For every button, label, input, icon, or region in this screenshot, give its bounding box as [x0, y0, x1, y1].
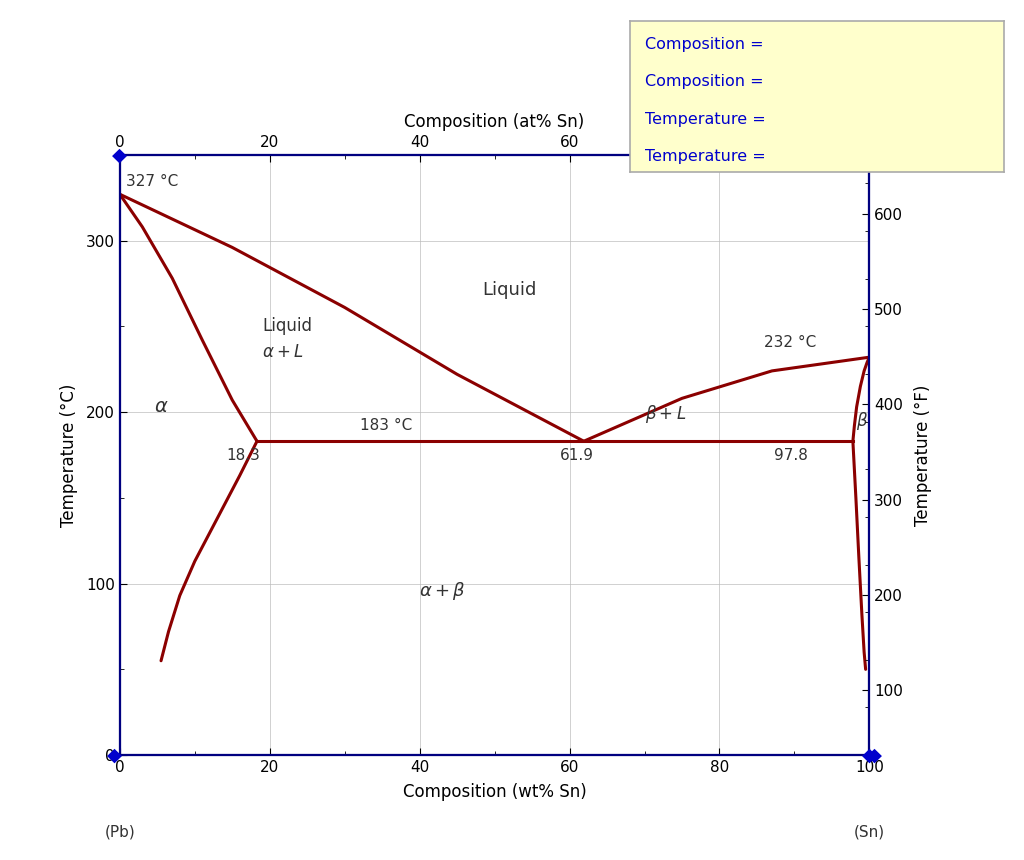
- Y-axis label: Temperature (°F): Temperature (°F): [914, 384, 932, 525]
- Text: ◆: ◆: [113, 145, 127, 164]
- X-axis label: Composition (at% Sn): Composition (at% Sn): [404, 113, 585, 131]
- Text: $\alpha + \beta$: $\alpha + \beta$: [419, 580, 466, 602]
- Text: $\alpha$: $\alpha$: [154, 397, 168, 416]
- Text: 232 °C: 232 °C: [765, 335, 817, 350]
- Text: (Sn): (Sn): [854, 824, 885, 839]
- Text: $\alpha + L$: $\alpha + L$: [262, 343, 304, 361]
- Text: (Pb): (Pb): [104, 824, 135, 839]
- Y-axis label: Temperature (°C): Temperature (°C): [59, 384, 78, 526]
- Text: $\beta + L$: $\beta + L$: [644, 403, 686, 425]
- Text: 97.8: 97.8: [774, 448, 808, 463]
- Text: ◆: ◆: [867, 746, 882, 765]
- X-axis label: Composition (wt% Sn): Composition (wt% Sn): [402, 783, 587, 802]
- Text: 327 °C: 327 °C: [126, 174, 178, 189]
- Text: Temperature =: Temperature =: [645, 112, 766, 126]
- Text: 18.3: 18.3: [226, 448, 260, 463]
- Text: 183 °C: 183 °C: [359, 418, 412, 433]
- Text: Temperature =: Temperature =: [645, 150, 766, 164]
- Text: ◆: ◆: [108, 746, 122, 765]
- Text: Liquid: Liquid: [482, 281, 537, 299]
- Text: $\beta$: $\beta$: [856, 409, 868, 432]
- Text: ◆: ◆: [862, 746, 877, 765]
- Text: Composition =: Composition =: [645, 74, 763, 89]
- Text: 61.9: 61.9: [560, 448, 594, 463]
- Text: Liquid: Liquid: [262, 317, 312, 335]
- Text: Composition =: Composition =: [645, 36, 763, 52]
